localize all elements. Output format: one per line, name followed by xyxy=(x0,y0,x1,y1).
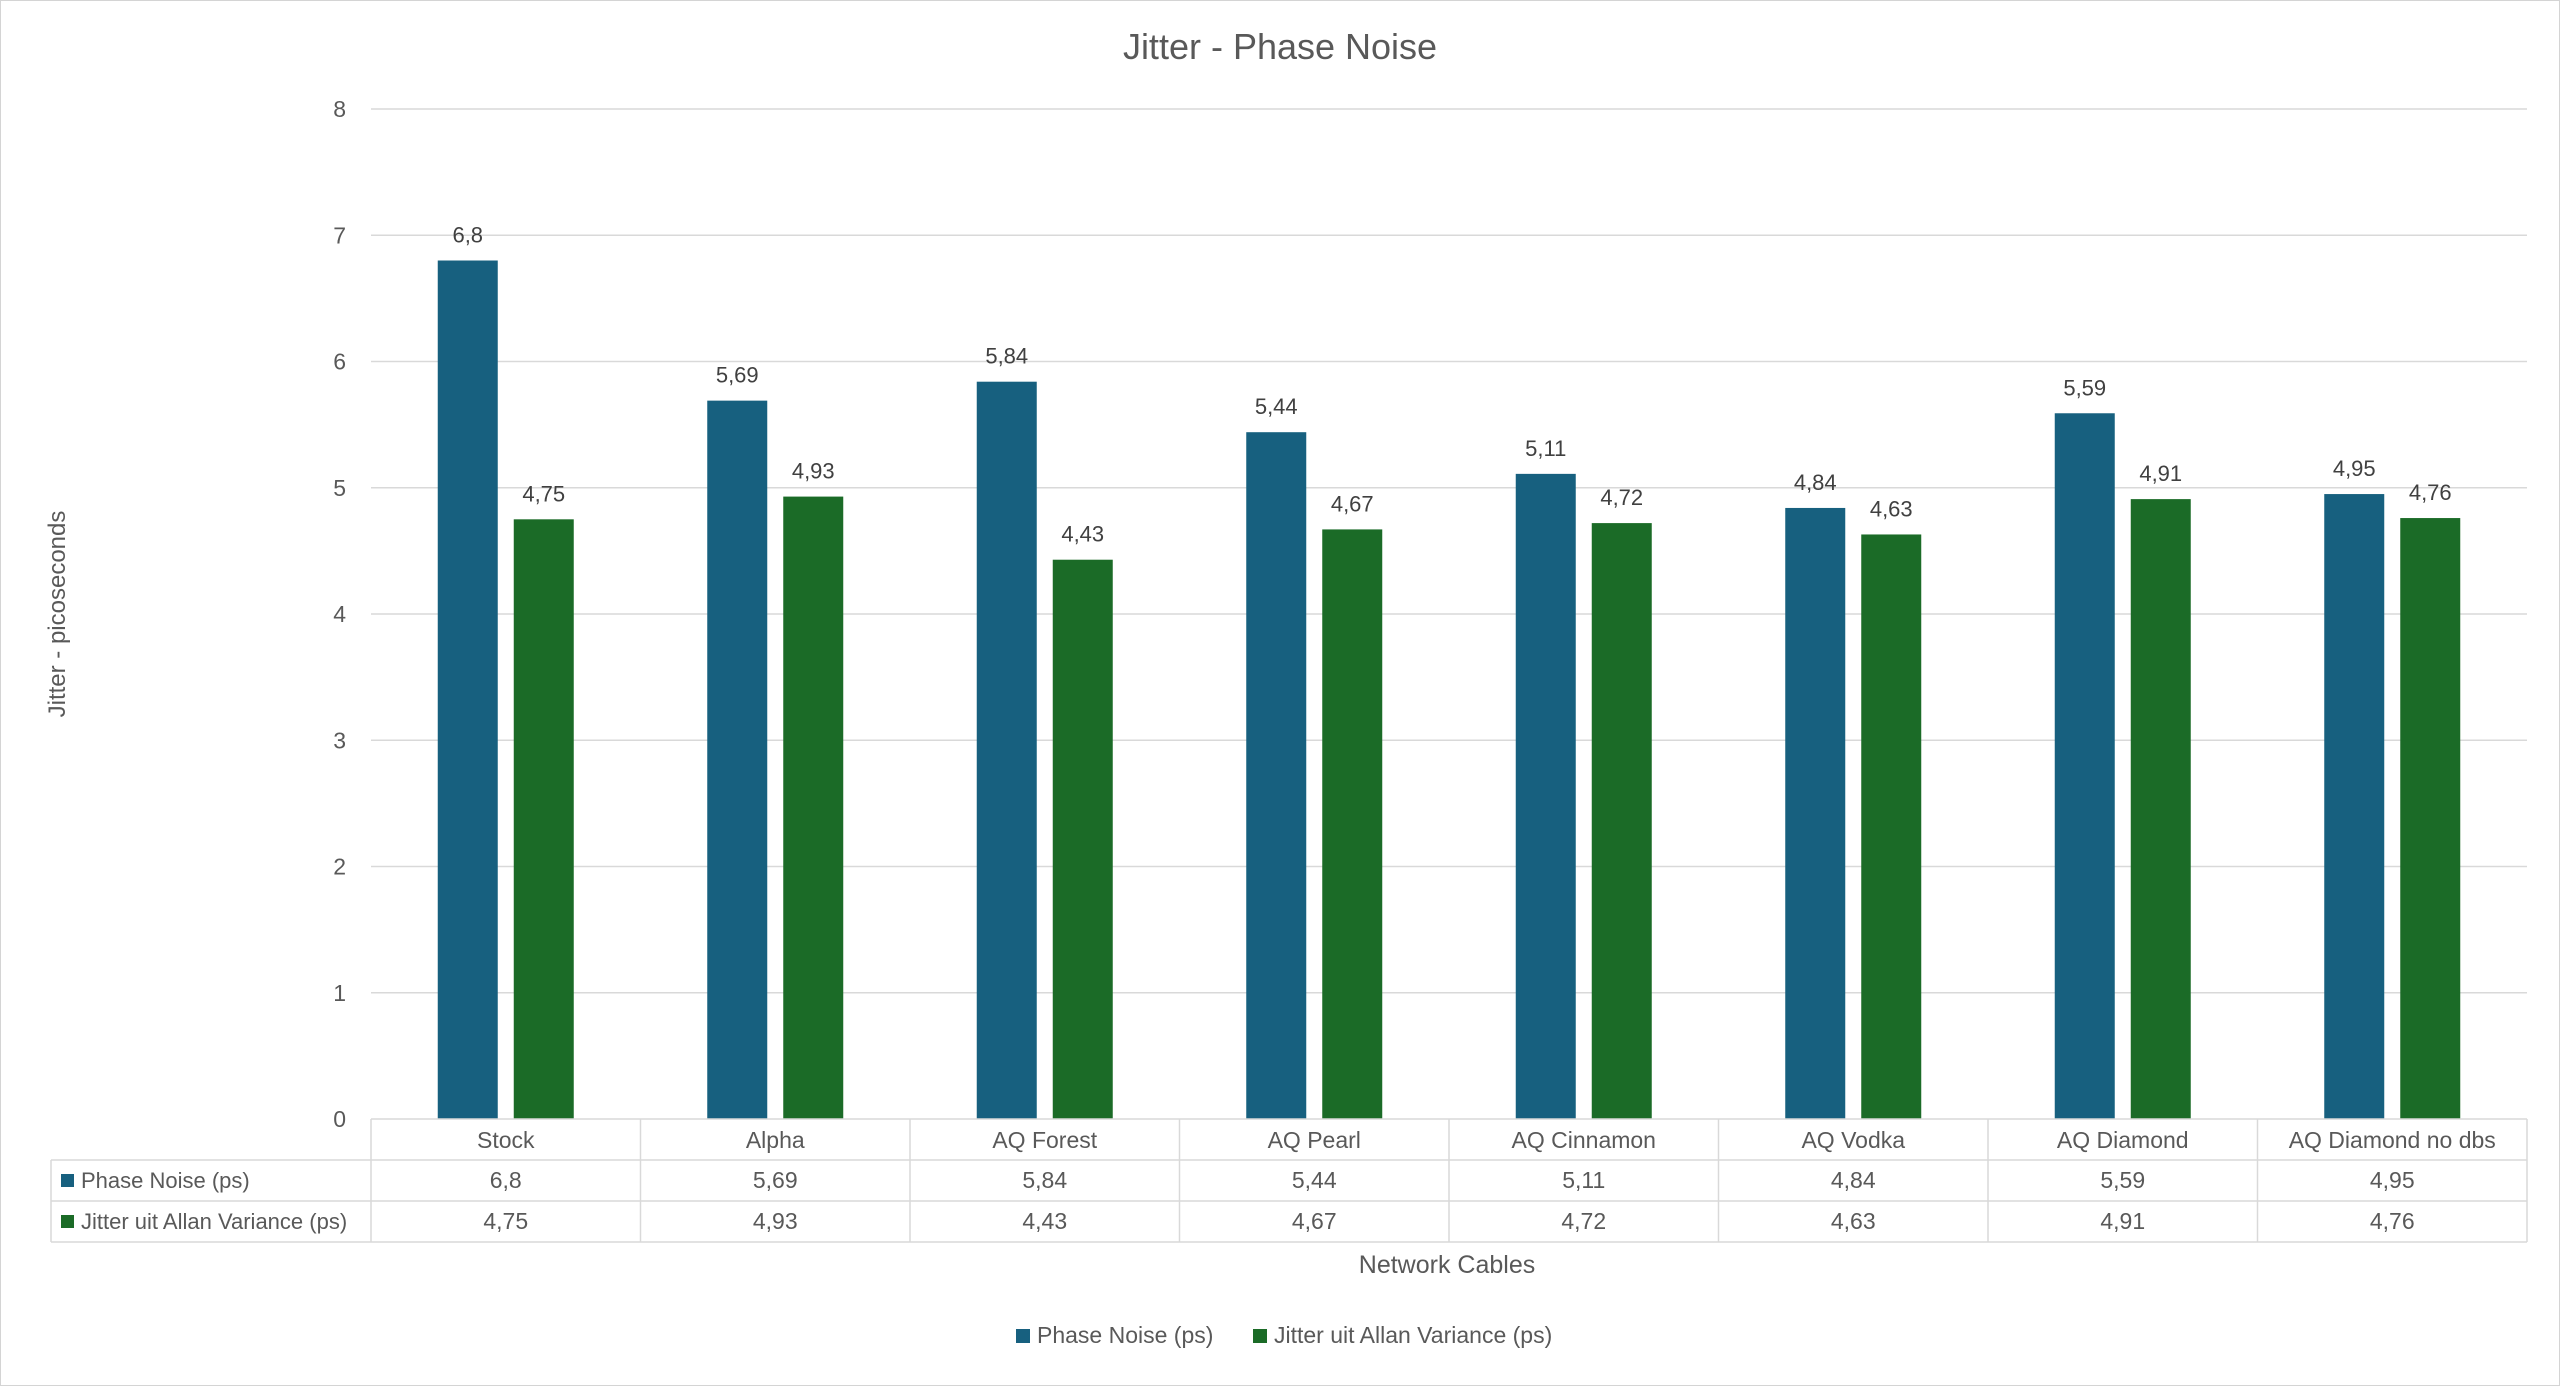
data-label: 6,8 xyxy=(452,223,483,248)
data-label: 4,75 xyxy=(522,481,565,506)
bar-jitter-allan-0[interactable] xyxy=(513,519,574,1119)
category-label: AQ Diamond no dbs xyxy=(2289,1127,2496,1153)
bar-phase-noise-0[interactable] xyxy=(437,260,498,1120)
table-cell: 4,72 xyxy=(1561,1208,1606,1234)
legend-item[interactable]: Phase Noise (ps) xyxy=(1016,1322,1213,1348)
table-cell: 5,59 xyxy=(2100,1167,2145,1193)
table-cell: 4,84 xyxy=(1831,1167,1876,1193)
chart-title: Jitter - Phase Noise xyxy=(1123,26,1437,67)
table-series-name: Phase Noise (ps) xyxy=(81,1168,250,1193)
legend-label: Jitter uit Allan Variance (ps) xyxy=(1274,1322,1552,1348)
bar-phase-noise-3[interactable] xyxy=(1246,432,1307,1119)
table-cell: 4,95 xyxy=(2370,1167,2415,1193)
y-tick-label: 8 xyxy=(333,96,346,122)
table-cell: 6,8 xyxy=(490,1167,522,1193)
y-tick-label: 2 xyxy=(333,854,346,880)
bar-jitter-allan-1[interactable] xyxy=(783,496,844,1119)
data-label: 4,63 xyxy=(1870,496,1913,521)
category-label: Stock xyxy=(477,1127,535,1153)
bar-phase-noise-7[interactable] xyxy=(2324,494,2385,1119)
bar-phase-noise-4[interactable] xyxy=(1515,473,1576,1119)
legend-swatch xyxy=(1253,1329,1267,1343)
category-label: AQ Pearl xyxy=(1268,1127,1361,1153)
data-labels: 6,8 4,75 5,69 4,93 5,84 4,43 5,44 4,67 5,11 4,72 4… xyxy=(452,223,2451,547)
y-tick-label: 5 xyxy=(333,475,346,501)
bar-jitter-allan-4[interactable] xyxy=(1591,523,1652,1119)
bar-phase-noise-2[interactable] xyxy=(976,381,1037,1119)
table-cell: 5,84 xyxy=(1022,1167,1067,1193)
bars xyxy=(437,260,2461,1120)
bar-jitter-allan-7[interactable] xyxy=(2400,518,2461,1119)
category-label: AQ Vodka xyxy=(1801,1127,1905,1153)
table-cell: 5,11 xyxy=(1562,1167,1605,1193)
category-label: AQ Forest xyxy=(992,1127,1097,1153)
table-cell: 5,44 xyxy=(1292,1167,1337,1193)
data-label: 4,76 xyxy=(2409,480,2452,505)
table-series-key xyxy=(61,1174,74,1187)
y-tick-label: 3 xyxy=(333,727,346,753)
data-label: 4,95 xyxy=(2333,456,2376,481)
table-cell: 4,93 xyxy=(753,1208,798,1234)
data-label: 5,84 xyxy=(985,344,1028,369)
bar-jitter-allan-2[interactable] xyxy=(1052,559,1113,1119)
data-label: 4,72 xyxy=(1600,485,1643,510)
bar-phase-noise-1[interactable] xyxy=(707,400,768,1119)
bar-jitter-allan-3[interactable] xyxy=(1322,529,1383,1119)
legend: Phase Noise (ps) Jitter uit Allan Varianc… xyxy=(1016,1322,1552,1348)
data-label: 4,67 xyxy=(1331,491,1374,516)
y-axis-ticks: 0 1 2 3 4 5 6 7 8 xyxy=(333,96,346,1132)
category-label: AQ Diamond xyxy=(2057,1127,2189,1153)
table-cell: 4,76 xyxy=(2370,1208,2415,1234)
data-label: 5,59 xyxy=(2063,375,2106,400)
data-label: 5,44 xyxy=(1255,394,1298,419)
data-label: 4,93 xyxy=(792,459,835,484)
y-tick-label: 0 xyxy=(333,1106,346,1132)
table-cell: 4,91 xyxy=(2100,1208,2145,1234)
legend-label: Phase Noise (ps) xyxy=(1037,1322,1213,1348)
y-tick-label: 1 xyxy=(333,980,346,1006)
y-tick-label: 7 xyxy=(333,222,346,248)
gridlines xyxy=(371,108,2527,994)
x-axis-title: Network Cables xyxy=(1359,1251,1535,1279)
table-series-name: Jitter uit Allan Variance (ps) xyxy=(81,1209,347,1234)
legend-swatch xyxy=(1016,1329,1030,1343)
table-cell: 5,69 xyxy=(753,1167,798,1193)
data-label: 4,43 xyxy=(1061,522,1104,547)
y-tick-label: 4 xyxy=(333,601,346,627)
table-cell: 4,63 xyxy=(1831,1208,1876,1234)
data-label: 5,69 xyxy=(716,363,759,388)
bar-jitter-allan-6[interactable] xyxy=(2130,499,2191,1119)
data-table: Stock Alpha AQ Forest AQ Pearl AQ Cinnamon AQ… xyxy=(50,1118,2528,1243)
data-label: 4,84 xyxy=(1794,470,1837,495)
table-series-key xyxy=(61,1215,74,1228)
bar-phase-noise-6[interactable] xyxy=(2054,413,2115,1119)
table-cell: 4,67 xyxy=(1292,1208,1337,1234)
bar-jitter-allan-5[interactable] xyxy=(1861,534,1922,1119)
table-cell: 4,43 xyxy=(1022,1208,1067,1234)
legend-item[interactable]: Jitter uit Allan Variance (ps) xyxy=(1253,1322,1552,1348)
data-label: 5,11 xyxy=(1525,436,1566,461)
y-axis-title: Jitter - picoseconds xyxy=(44,511,71,718)
category-label: Alpha xyxy=(746,1127,805,1153)
bar-phase-noise-5[interactable] xyxy=(1785,507,1846,1119)
table-cell: 4,75 xyxy=(483,1208,528,1234)
y-tick-label: 6 xyxy=(333,349,346,375)
data-label: 4,91 xyxy=(2139,461,2182,486)
category-label: AQ Cinnamon xyxy=(1512,1127,1656,1153)
